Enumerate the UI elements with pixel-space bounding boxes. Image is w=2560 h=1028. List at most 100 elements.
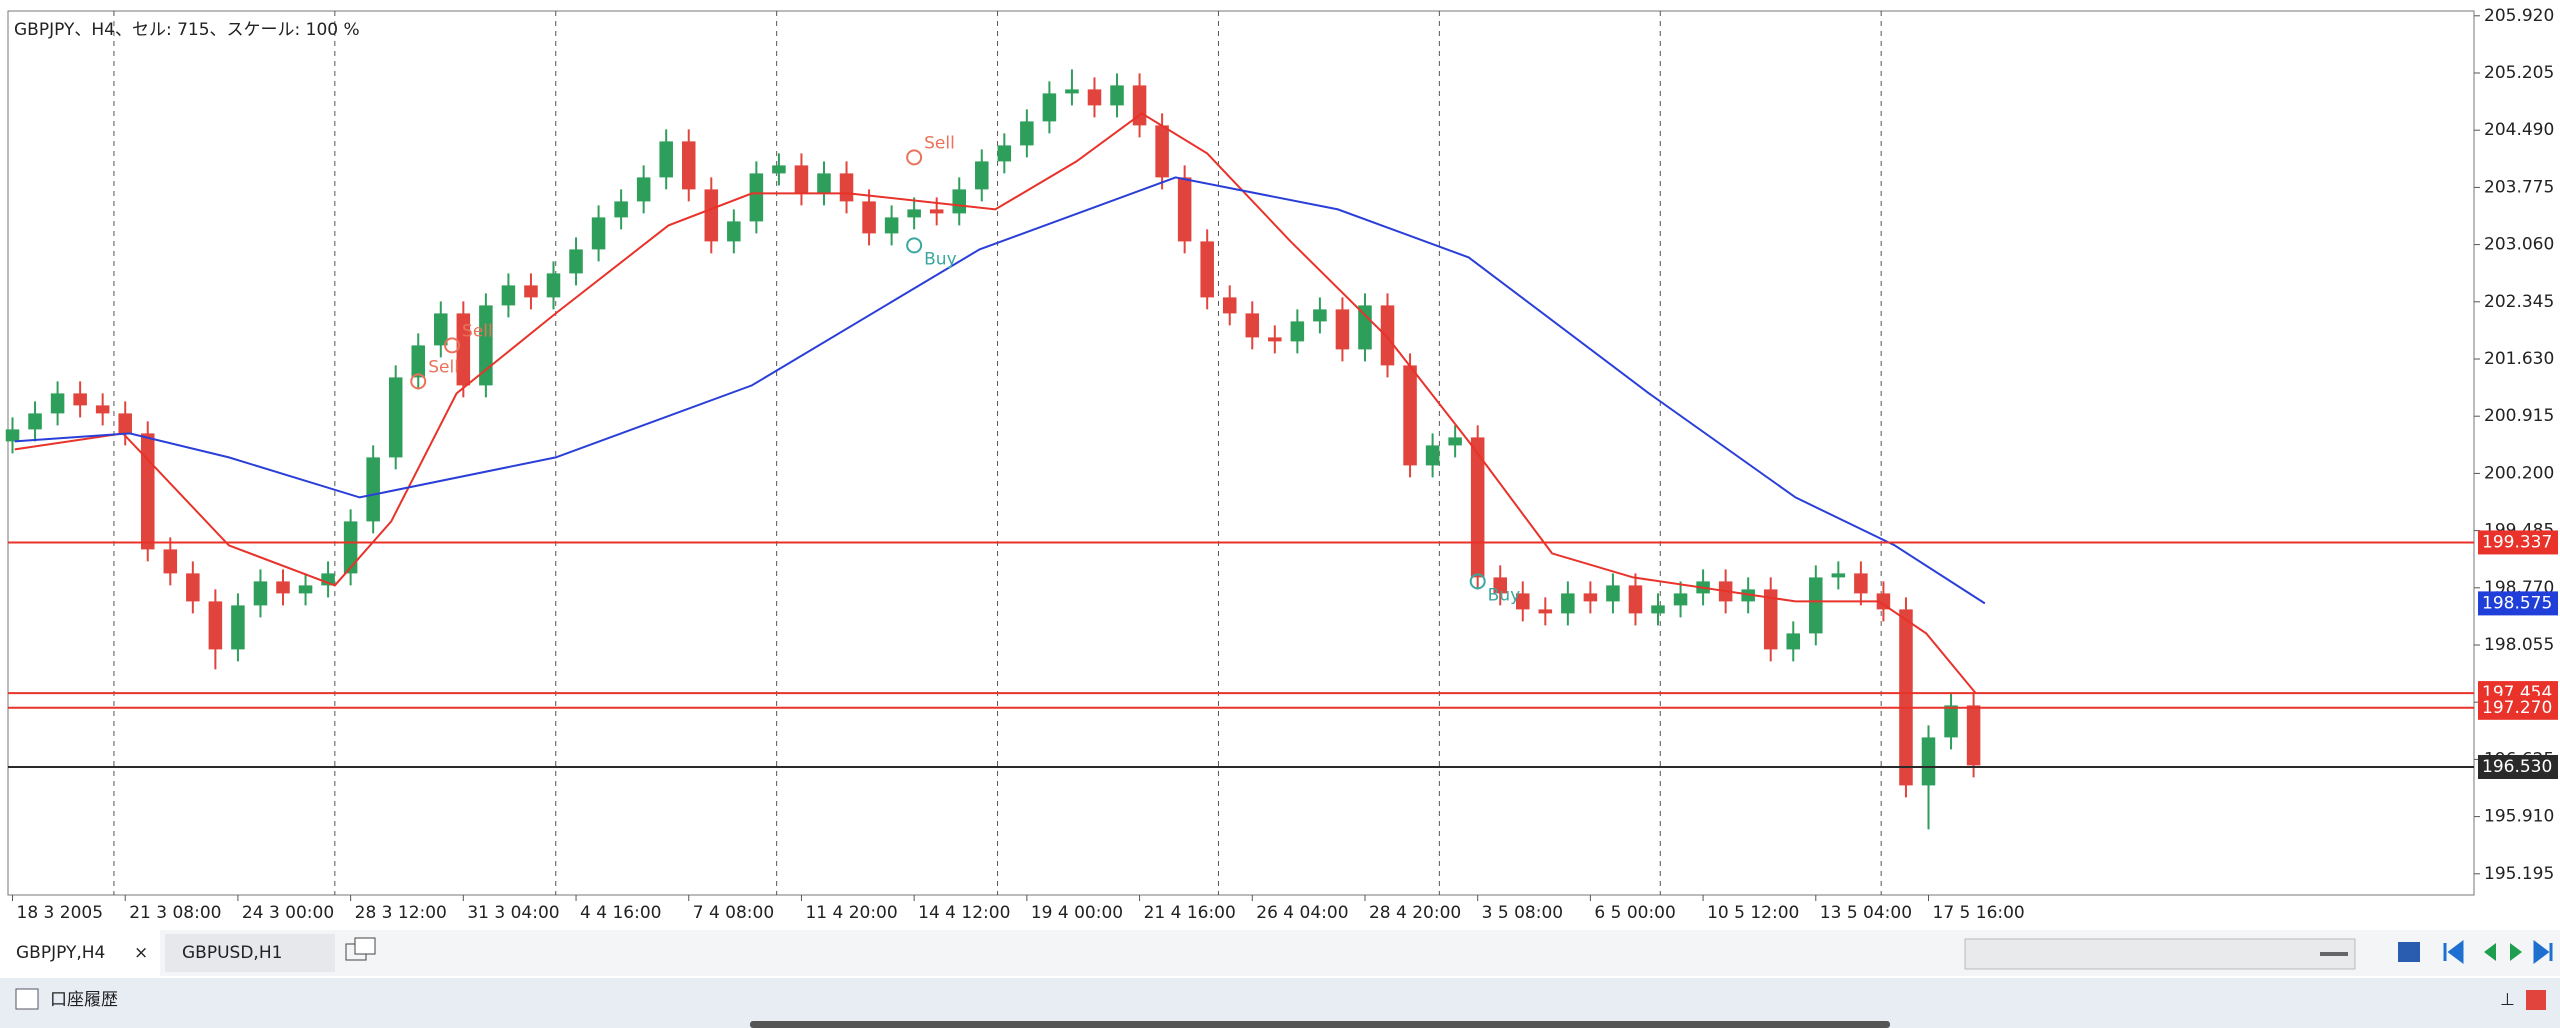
candle-body: [839, 173, 854, 202]
candle-body: [95, 405, 110, 414]
candle-body: [1335, 309, 1350, 350]
pin-icon[interactable]: ⊥: [2500, 990, 2515, 1010]
candle-body: [1628, 585, 1643, 614]
trade-marker: [444, 337, 461, 354]
candle-body: [1380, 305, 1395, 366]
candle-body: [1854, 573, 1868, 594]
level-tag: [2478, 591, 2558, 616]
candle-body: [1200, 241, 1214, 298]
tab-close[interactable]: ×: [134, 943, 148, 963]
candle-body: [862, 201, 876, 234]
candle-body: [186, 573, 200, 602]
candle-body: [1042, 93, 1057, 122]
candle-body: [591, 217, 606, 250]
trade-label: Buy: [1488, 585, 1521, 605]
x-tick-label: 7 4 08:00: [693, 903, 774, 923]
x-tick-label: 31 3 04:00: [467, 903, 559, 923]
candle-body: [546, 273, 561, 298]
trade-marker: [906, 237, 923, 254]
x-tick-label: 4 4 16:00: [580, 903, 661, 923]
candle-body: [1538, 609, 1553, 614]
level-tag: [2478, 530, 2558, 555]
candle-body: [704, 189, 719, 242]
nav-prev[interactable]: [2484, 943, 2496, 961]
moving-average: [14, 176, 1986, 605]
candle-body: [1403, 365, 1417, 466]
tab-label[interactable]: GBPJPY,H4: [16, 943, 105, 963]
candle-body: [1966, 705, 1981, 766]
trade-marker: [410, 373, 427, 390]
scrollbar[interactable]: [1964, 938, 2356, 970]
panel-icon: [15, 988, 39, 1010]
y-tick-label: 202.345: [2484, 292, 2554, 312]
y-tick-label: 195.195: [2484, 864, 2554, 884]
candle-body: [884, 217, 899, 234]
candle-body: [50, 393, 65, 414]
candle-body: [1358, 305, 1372, 350]
candle-body: [929, 209, 944, 214]
level-label: 197.270: [2482, 698, 2552, 718]
candle-body: [1876, 593, 1891, 610]
panel-header: [0, 978, 2560, 1028]
candle-body: [1673, 593, 1688, 606]
candle-body: [1110, 85, 1124, 106]
y-tick-label: 203.060: [2484, 235, 2554, 255]
candle-body: [366, 457, 380, 522]
candle-body: [772, 165, 786, 174]
candle-body: [569, 249, 583, 274]
tab[interactable]: [165, 934, 335, 972]
toolbar-icon[interactable]: [2398, 942, 2420, 962]
y-tick-label: 198.055: [2484, 635, 2554, 655]
candle-body: [1313, 309, 1327, 322]
y-tick-label: 203.775: [2484, 177, 2554, 197]
candle-body: [411, 345, 426, 378]
candle-body: [681, 141, 696, 190]
new-tab-icon-part: [354, 937, 376, 955]
candle-body: [434, 313, 448, 346]
x-tick-label: 26 4 04:00: [1256, 903, 1348, 923]
scroll-thumb[interactable]: [2320, 952, 2348, 956]
candle-body: [1222, 297, 1237, 314]
y-tick-label: 195.910: [2484, 807, 2554, 827]
trade-label: Sell: [428, 357, 459, 377]
nav-first[interactable]: [2443, 940, 2464, 964]
candle-body: [501, 285, 516, 306]
y-tick-label: 201.630: [2484, 349, 2554, 369]
candle-body: [794, 165, 809, 194]
level-tag: [2478, 755, 2558, 779]
panel-title: 口座履歴: [50, 990, 118, 1010]
x-tick-label: 10 5 12:00: [1707, 903, 1799, 923]
candle-body: [952, 189, 966, 214]
close-panel[interactable]: [2526, 990, 2546, 1010]
candle-body: [298, 585, 313, 594]
tab-active[interactable]: [0, 930, 160, 976]
candle-body: [1516, 593, 1530, 610]
candle-body: [1020, 121, 1034, 146]
tab-label[interactable]: GBPUSD,H1: [182, 943, 282, 963]
candle-body: [1245, 313, 1260, 338]
candle-body: [1944, 705, 1958, 738]
candle-body: [208, 601, 223, 650]
x-tick-label: 11 4 20:00: [805, 903, 897, 923]
candle-body: [1155, 125, 1169, 178]
nav-next[interactable]: [2510, 943, 2522, 961]
candle-body: [1132, 85, 1147, 126]
candle-body: [659, 141, 673, 178]
candle-body: [343, 521, 358, 574]
candle-body: [1899, 609, 1913, 786]
trade-label: Sell: [924, 133, 955, 153]
candle-body: [997, 145, 1012, 162]
candle-body: [1921, 737, 1936, 786]
x-tick-label: 21 4 16:00: [1144, 903, 1236, 923]
candle-body: [749, 173, 764, 222]
x-tick-label: 21 3 08:00: [129, 903, 221, 923]
candle-body: [1763, 589, 1778, 650]
x-tick-label: 6 5 00:00: [1594, 903, 1675, 923]
candle-body: [163, 549, 178, 574]
nav-last[interactable]: [2533, 940, 2553, 964]
y-tick-label: 200.915: [2484, 406, 2554, 426]
candle-body: [1177, 177, 1192, 242]
candle-body: [456, 313, 471, 386]
